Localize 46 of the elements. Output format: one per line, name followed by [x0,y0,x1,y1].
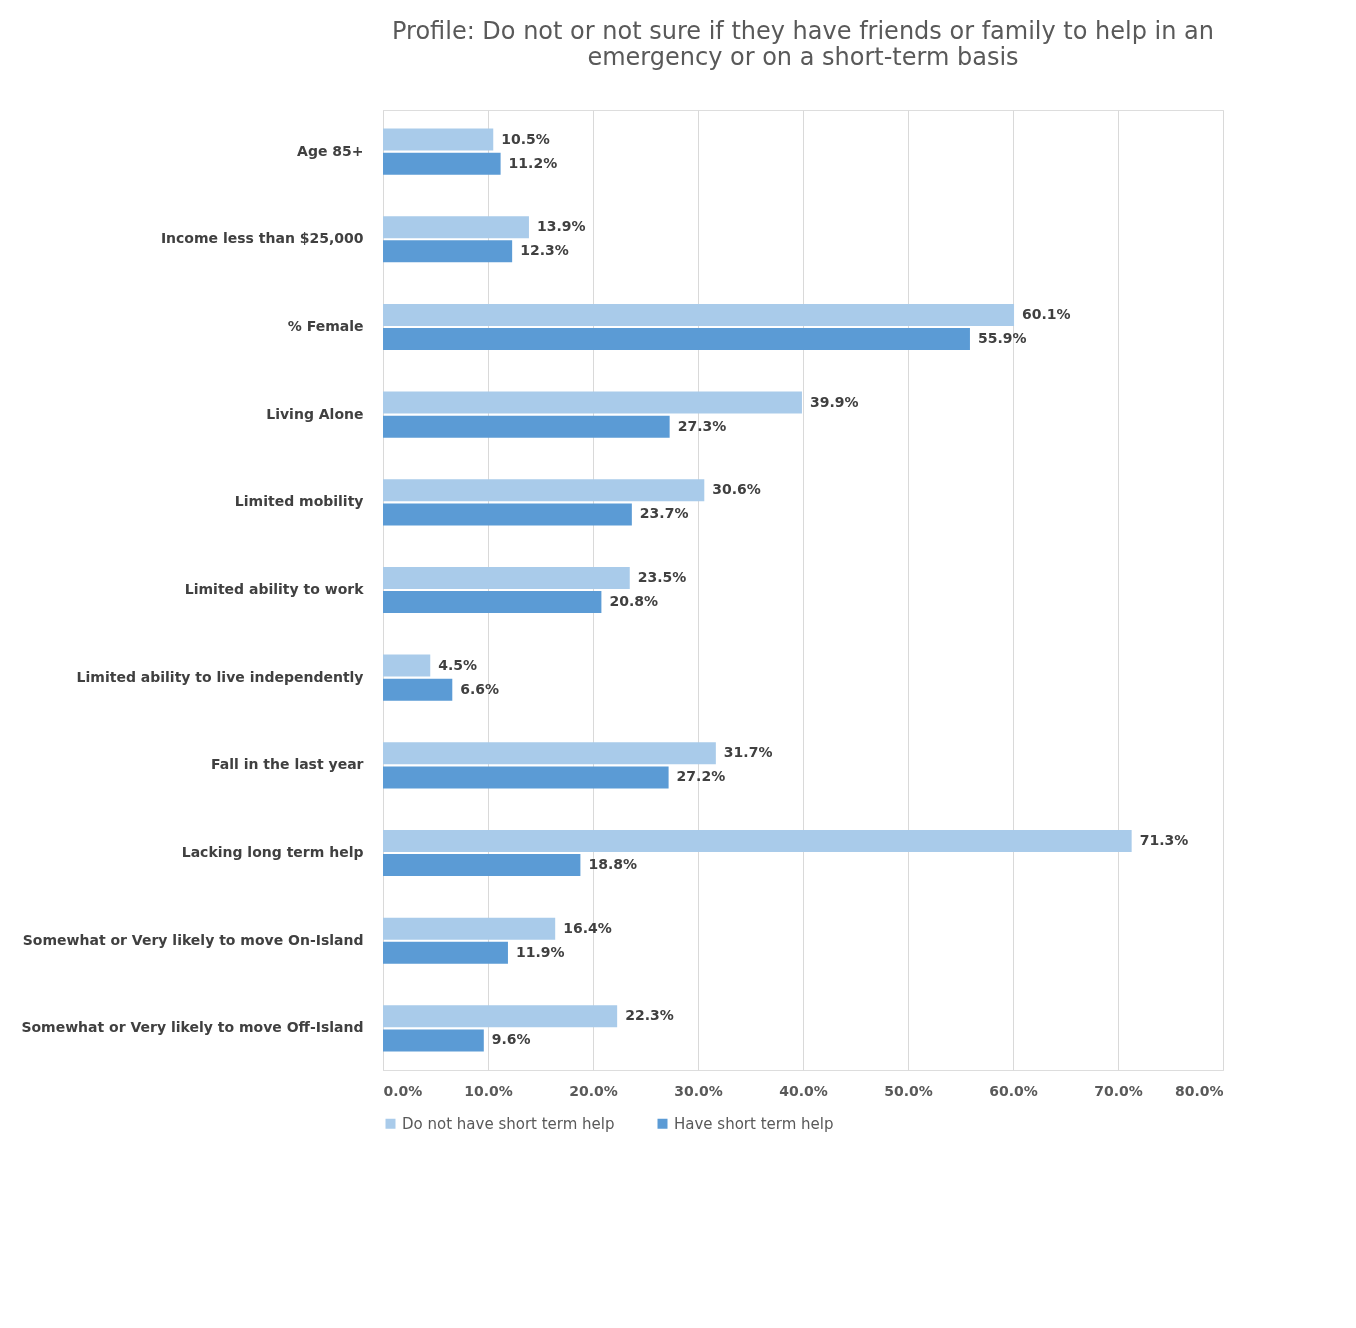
data-label: 20.8% [609,593,658,610]
data-label: 71.3% [1139,831,1189,848]
y-tick-label: Income less than $25,000 [160,230,364,247]
data-label: 27.2% [676,768,726,785]
x-tick-label: 30.0% [674,1082,723,1099]
data-label: 16.4% [563,919,612,936]
data-label: 31.7% [723,744,773,761]
y-tick-label: Limited mobility [234,493,364,510]
data-label: 11.9% [515,943,565,960]
data-label: 9.6% [491,1031,531,1048]
data-label: 4.5% [438,656,478,673]
data-label: 23.5% [637,568,687,585]
data-label: 22.3% [625,1007,674,1024]
y-tick-label: Age 85+ [297,142,364,159]
y-tick-label: Somewhat or Very likely to move On-Island [22,931,364,948]
data-label: 23.7% [639,505,689,522]
x-tick-label: 70.0% [1094,1082,1143,1099]
x-tick-label: 10.0% [464,1082,513,1099]
data-label: 6.6% [460,680,500,697]
data-label: 55.9% [977,330,1027,347]
y-tick-label: Fall in the last year [211,756,364,773]
y-tick-label: Somewhat or Very likely to move Off-Island [21,1019,364,1036]
data-label: 18.8% [588,856,637,873]
data-label: 11.2% [508,154,558,171]
y-tick-label: Limited ability to work [184,581,365,597]
data-label: 39.9% [809,393,859,410]
data-label: 12.3% [520,242,569,259]
data-label: 10.5% [501,130,550,147]
x-tick-label: 50.0% [884,1082,933,1099]
x-tick-label: 0.0% [383,1082,423,1099]
text: Profile: Do not or not sure if they have friends or family to help in an [392,17,1214,45]
x-tick-label: 20.0% [569,1082,618,1099]
legend-label: Have short term help [674,1114,834,1133]
data-label: 13.9% [536,218,586,235]
x-tick-label: 40.0% [779,1082,828,1099]
data-label: 60.1% [1022,305,1071,322]
y-tick-label: Limited ability to live independently [76,668,364,685]
data-label: 27.3% [677,417,727,434]
y-tick-label: Lacking long term help [181,844,364,861]
text: emergency or on a short-term basis [587,43,1019,71]
y-tick-label: Living Alone [266,405,364,422]
y-tick-label: % Female [287,317,364,334]
x-tick-label: 60.0% [989,1082,1038,1099]
x-tick-label: 80.0% [1174,1082,1224,1099]
legend-label: Do not have short term help [402,1114,615,1133]
data-label: 30.6% [712,481,761,498]
